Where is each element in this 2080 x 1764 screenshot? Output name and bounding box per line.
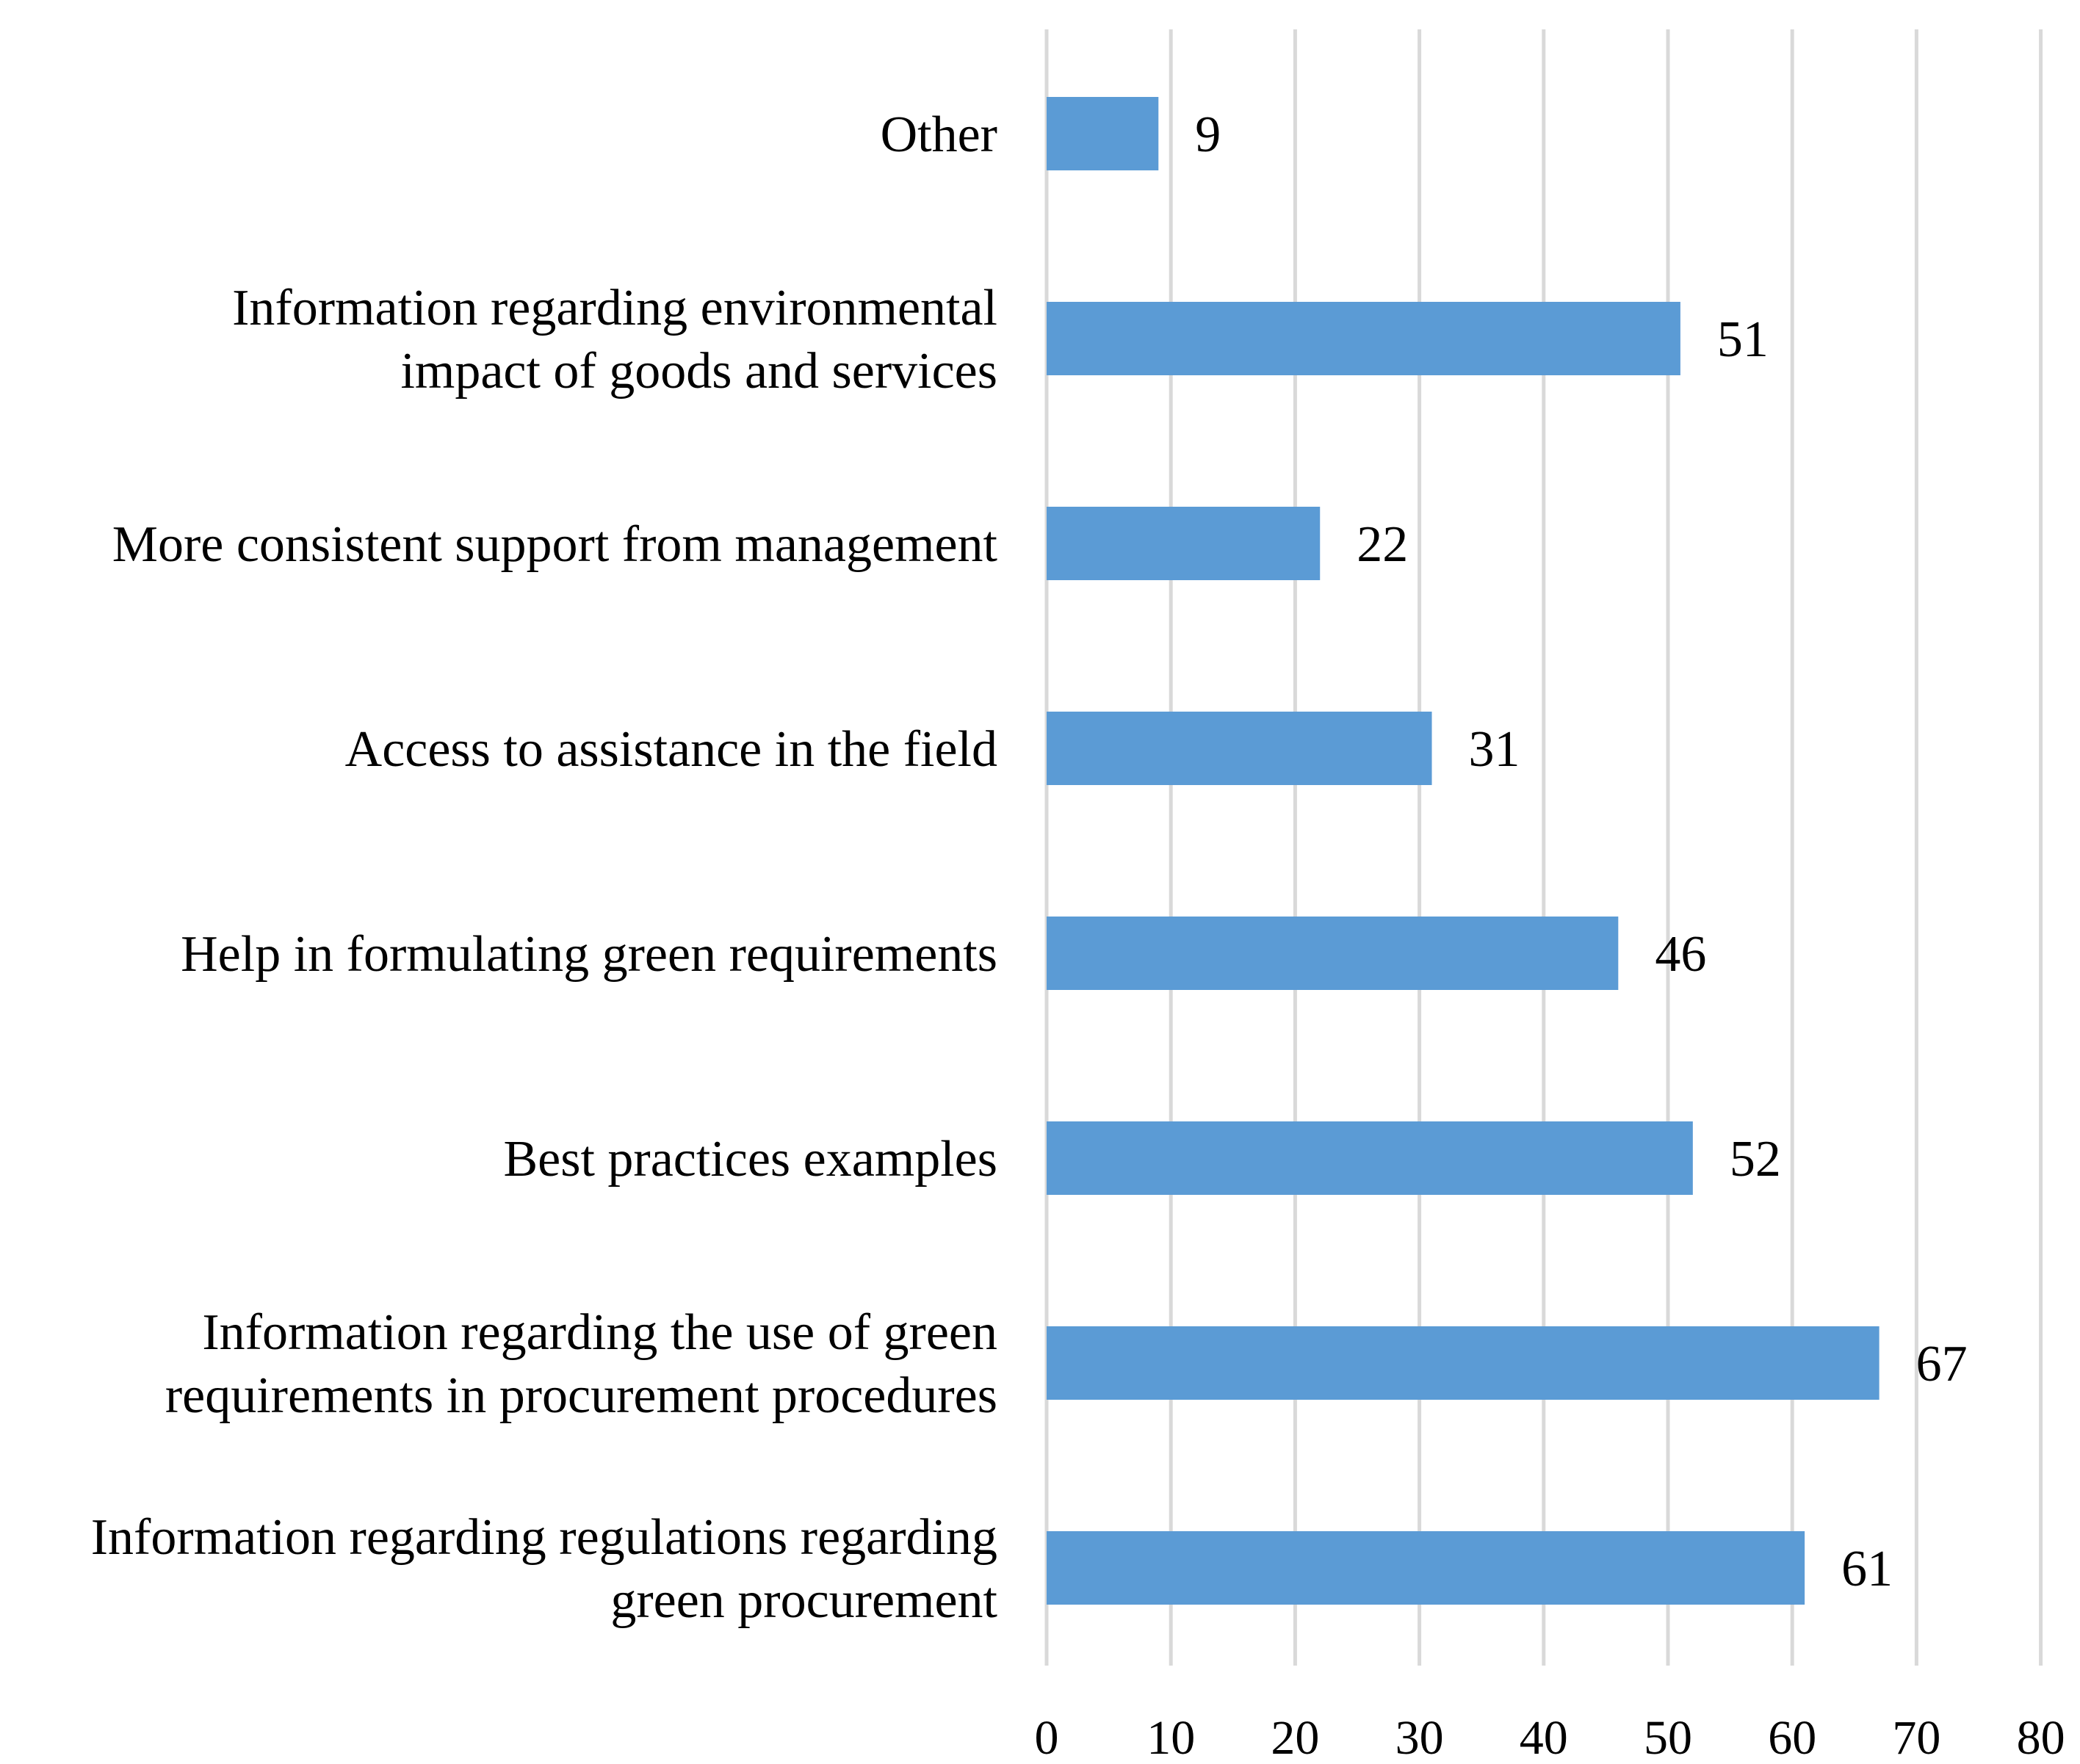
data-labels: 9 51 22 31 46 52 67 61 — [1195, 106, 1967, 1597]
x-tick-label: 0 — [1035, 1711, 1059, 1764]
category-label: Other — [881, 106, 997, 163]
data-label: 52 — [1730, 1131, 1781, 1188]
bar — [1047, 507, 1321, 580]
bar — [1047, 1326, 1879, 1400]
category-label: green procurement — [610, 1572, 997, 1629]
category-label: Access to assistance in the field — [345, 721, 997, 778]
category-label: impact of goods and services — [400, 343, 997, 400]
x-tick-label: 60 — [1768, 1711, 1816, 1764]
bars — [1047, 97, 1879, 1605]
bar — [1047, 917, 1619, 990]
category-label: Information regarding the use of green — [202, 1304, 997, 1361]
data-label: 61 — [1841, 1541, 1893, 1597]
bar — [1047, 712, 1432, 785]
gridlines — [1044, 29, 2043, 1666]
category-label: Help in formulating green requirements — [181, 926, 997, 983]
bar — [1047, 302, 1680, 375]
data-label: 46 — [1655, 926, 1706, 983]
bar — [1047, 97, 1159, 170]
x-tick-label: 10 — [1146, 1711, 1195, 1764]
bar — [1047, 1531, 1805, 1605]
x-tick-label: 70 — [1892, 1711, 1940, 1764]
data-label: 51 — [1717, 311, 1769, 368]
category-label: requirements in procurement procedures — [165, 1367, 997, 1424]
x-tick-label: 20 — [1271, 1711, 1319, 1764]
data-label: 9 — [1195, 106, 1221, 163]
data-label: 31 — [1469, 721, 1520, 778]
data-label: 67 — [1916, 1336, 1968, 1392]
x-tick-label: 40 — [1520, 1711, 1568, 1764]
x-tick-label: 80 — [2017, 1711, 2065, 1764]
data-label: 22 — [1357, 516, 1408, 573]
x-tick-label: 50 — [1644, 1711, 1692, 1764]
category-label: More consistent support from management — [112, 516, 998, 573]
category-label: Best practices examples — [503, 1131, 997, 1188]
category-label: Information regarding environmental — [232, 280, 997, 336]
x-tick-label: 30 — [1395, 1711, 1444, 1764]
bar — [1047, 1121, 1693, 1195]
category-labels: Other Information regarding environmental… — [91, 106, 998, 1629]
x-axis-tick-labels: 0 10 20 30 40 50 60 70 80 — [1035, 1711, 2065, 1764]
category-label: Information regarding regulations regard… — [91, 1509, 997, 1566]
